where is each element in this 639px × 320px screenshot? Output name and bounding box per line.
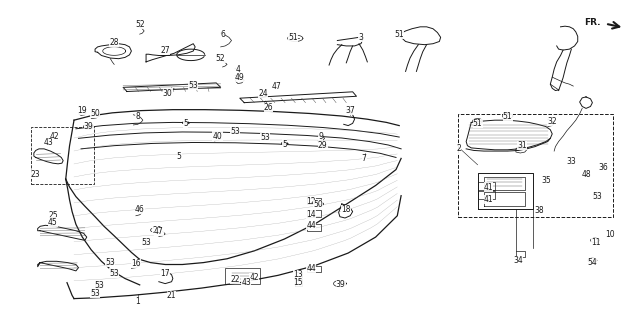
Text: 50: 50 [90, 109, 100, 118]
Text: 14: 14 [306, 210, 316, 219]
Text: 5: 5 [183, 119, 188, 128]
Text: 16: 16 [131, 259, 141, 268]
Text: 11: 11 [591, 238, 600, 247]
Text: 20: 20 [152, 226, 162, 235]
Text: 53: 53 [141, 238, 151, 247]
Text: 53: 53 [105, 258, 115, 267]
Text: 3: 3 [358, 33, 364, 42]
Text: 22: 22 [231, 275, 240, 284]
Text: 18: 18 [341, 205, 351, 214]
Text: 42: 42 [50, 132, 59, 140]
Text: 34: 34 [514, 256, 523, 265]
Text: 43: 43 [43, 138, 54, 147]
Text: 53: 53 [261, 133, 270, 142]
Text: 42: 42 [250, 273, 259, 282]
Text: 44: 44 [306, 221, 316, 230]
Text: FR.: FR. [584, 19, 601, 28]
Text: 26: 26 [264, 103, 273, 112]
Text: 53: 53 [189, 81, 198, 90]
Text: 48: 48 [581, 170, 591, 179]
Text: 47: 47 [154, 227, 164, 236]
Text: 40: 40 [213, 132, 222, 140]
Text: 8: 8 [135, 113, 140, 122]
Text: 41: 41 [484, 195, 493, 204]
Text: 39: 39 [84, 122, 93, 131]
Text: 7: 7 [362, 154, 367, 163]
Bar [307, 210, 321, 217]
Text: 51: 51 [288, 33, 298, 42]
Text: 43: 43 [242, 278, 251, 287]
Text: 17: 17 [160, 268, 170, 278]
Text: 5: 5 [282, 140, 287, 148]
Text: 27: 27 [160, 45, 170, 55]
Text: 39: 39 [335, 280, 346, 289]
Text: 10: 10 [604, 230, 615, 239]
Bar [307, 197, 321, 204]
Bar [307, 224, 321, 231]
Text: 53: 53 [592, 192, 602, 201]
Text: 51: 51 [503, 113, 512, 122]
Text: 30: 30 [163, 89, 173, 98]
Text: 13: 13 [294, 270, 304, 279]
Text: 54: 54 [587, 258, 597, 267]
Text: 4: 4 [235, 65, 240, 74]
Text: 52: 52 [216, 53, 226, 62]
Text: 52: 52 [135, 20, 144, 29]
Text: 35: 35 [541, 176, 551, 185]
Text: 45: 45 [48, 218, 58, 227]
Text: 41: 41 [484, 183, 493, 192]
Text: 33: 33 [567, 157, 576, 166]
Text: 49: 49 [235, 73, 245, 82]
Text: 23: 23 [31, 170, 40, 179]
Bar [225, 268, 260, 284]
Text: 12: 12 [307, 197, 316, 206]
Bar [477, 191, 495, 199]
Text: 36: 36 [598, 164, 608, 172]
Text: 2: 2 [456, 144, 461, 153]
Text: 9: 9 [318, 132, 323, 140]
Text: 38: 38 [535, 206, 544, 215]
Text: 53: 53 [109, 268, 119, 278]
Text: 6: 6 [220, 30, 225, 39]
Bar [477, 182, 495, 190]
Text: 21: 21 [167, 291, 176, 300]
Text: 51: 51 [394, 30, 404, 39]
Text: 53: 53 [95, 281, 104, 290]
Text: 31: 31 [518, 141, 527, 150]
Bar [459, 114, 613, 217]
Text: 29: 29 [318, 141, 328, 150]
Text: 25: 25 [48, 211, 58, 220]
Text: 32: 32 [548, 117, 557, 126]
Text: 46: 46 [135, 205, 144, 214]
Text: 50: 50 [313, 200, 323, 209]
Text: 44: 44 [306, 264, 316, 273]
Text: 1: 1 [135, 297, 140, 306]
Bar [31, 127, 94, 184]
Text: 15: 15 [294, 278, 304, 287]
Text: 51: 51 [473, 119, 482, 128]
Text: 47: 47 [272, 82, 281, 91]
Bar [307, 266, 321, 272]
Text: 37: 37 [345, 106, 355, 115]
Text: 28: 28 [109, 38, 119, 47]
Text: 24: 24 [259, 89, 268, 98]
Text: 53: 53 [231, 127, 240, 136]
Text: 5: 5 [177, 152, 181, 161]
Text: 19: 19 [77, 106, 87, 115]
Text: 53: 53 [90, 289, 100, 298]
